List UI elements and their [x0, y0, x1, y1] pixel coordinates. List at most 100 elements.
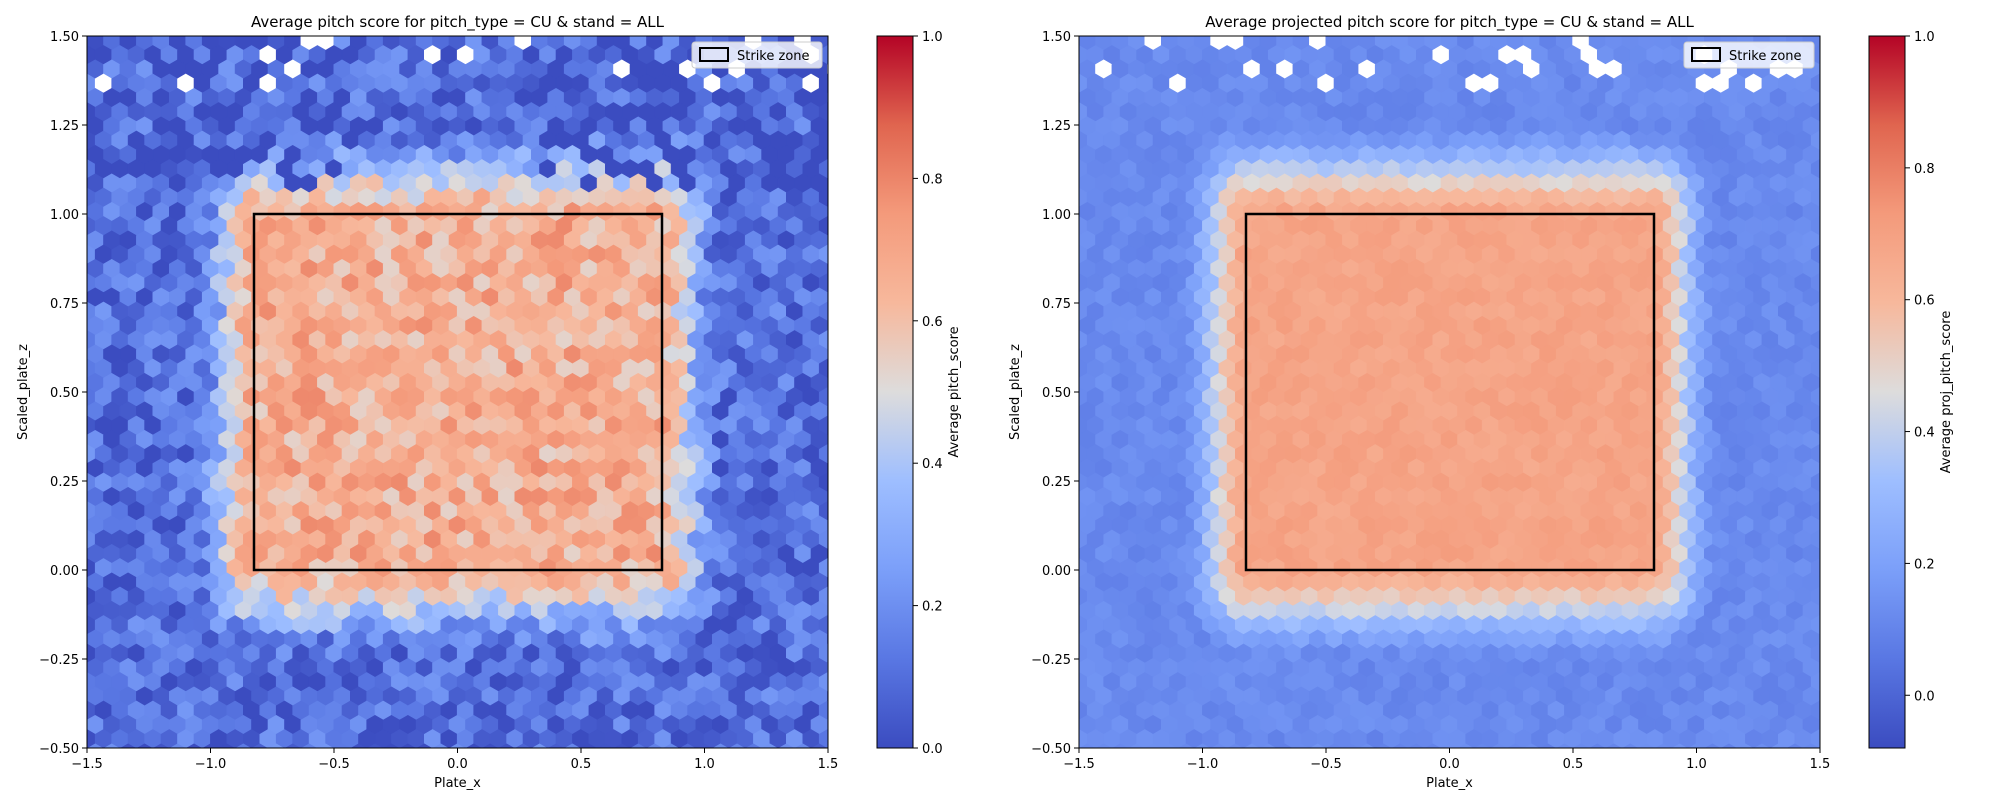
chart-title: Average pitch score for pitch_type = CU …	[251, 13, 665, 32]
hexbin-cell	[1054, 160, 1071, 179]
hexbin-cell	[712, 743, 729, 748]
hexbin-cell	[284, 743, 301, 748]
hexbin-cell	[87, 434, 88, 445]
hexbin-cell	[87, 691, 88, 702]
hexbin-cell	[827, 177, 828, 189]
hexbin-cell	[1828, 616, 1844, 635]
hexbin-cell	[1828, 245, 1844, 264]
hexbin-cell	[87, 149, 88, 160]
hexbin-cell	[1556, 743, 1573, 748]
hexbin-cell	[234, 36, 236, 37]
hexbin-cell	[87, 92, 88, 103]
hexbin-cell	[827, 491, 828, 503]
hexbin-cell	[498, 743, 515, 748]
hexbin-cell	[1079, 36, 1080, 37]
chart-right: Average projected pitch score for pitch_…	[1008, 13, 1954, 791]
hexbin-cell	[168, 36, 170, 37]
hexbin-cell	[827, 462, 828, 474]
hexbin-cell	[547, 743, 564, 748]
hexbin-cell	[827, 576, 828, 588]
hexbin-cell	[836, 445, 852, 464]
hexbin-cell	[1818, 36, 1820, 37]
hexbin-cell	[696, 743, 713, 748]
legend-label: Strike zone	[737, 49, 810, 64]
hexbin-cell	[818, 729, 828, 748]
hexbin-cell	[185, 36, 187, 37]
hexbin-cell	[1819, 491, 1820, 503]
legend: Strike zone	[691, 41, 823, 69]
y-tick-label: 0.25	[50, 475, 79, 490]
chart-title: Average projected pitch score for pitch_…	[1205, 13, 1694, 32]
y-tick-label: 1.25	[50, 119, 79, 134]
hexbin-cell	[1753, 743, 1770, 748]
hexbin-cell	[1094, 36, 1097, 37]
hexbin-cell	[87, 548, 88, 559]
hexbin-cell	[1622, 743, 1639, 748]
hexbin-cell	[1688, 743, 1705, 748]
hexbin-cell	[1819, 662, 1820, 674]
hexbin-cell	[1054, 701, 1071, 720]
hexbin-cell	[836, 17, 852, 36]
hexbin-cell	[1828, 274, 1844, 293]
hexbin-cell	[87, 520, 88, 531]
hexbin-cell	[1828, 559, 1844, 578]
y-tick-label: −0.50	[39, 742, 79, 757]
hexbin-cell	[217, 36, 220, 37]
hexbin-cell	[1819, 291, 1820, 303]
hexbin-cell	[1828, 388, 1844, 407]
hexbin-cell	[827, 120, 828, 132]
hexbin-cell	[836, 587, 852, 606]
hexbin-cell	[597, 743, 614, 748]
x-tick-label: 1.0	[694, 757, 715, 772]
hexbin-cell	[1177, 36, 1179, 37]
hexbin-cell	[836, 530, 852, 549]
colorbar-ticks: 0.00.20.40.60.81.0	[913, 30, 943, 757]
hexbin-cell	[1424, 743, 1441, 748]
hexbin-cell	[1828, 46, 1844, 65]
x-tick-label: −1.5	[71, 757, 103, 772]
hexbin-cell	[87, 634, 88, 645]
y-tick-label: 0.50	[50, 386, 79, 401]
hexbin-cell	[416, 743, 433, 748]
hexbin-cell	[169, 743, 186, 748]
hexbin-cell	[1828, 217, 1844, 236]
hexbin-cell	[1079, 178, 1080, 189]
hexbin-cell	[1358, 743, 1375, 748]
hexbin-cell	[1802, 36, 1804, 37]
hexbin-cell	[1828, 502, 1844, 521]
hexbin-cell	[836, 359, 852, 378]
hexbin-cell	[235, 743, 252, 748]
hexbin-cell	[62, 188, 79, 207]
hexbin-cell	[1079, 320, 1080, 331]
hexbin-cell	[1054, 359, 1071, 378]
hexbin-cell	[1095, 743, 1112, 748]
hexbin-cell	[1079, 634, 1080, 645]
chart-left: Average pitch score for pitch_type = CU …	[16, 13, 962, 791]
hexbin-cell	[827, 377, 828, 389]
hexbin-cell	[1819, 377, 1820, 389]
hexbin-cell	[62, 673, 79, 692]
hexbin-cell	[728, 743, 745, 748]
hexbin-cell	[836, 274, 852, 293]
hexbin-cell	[62, 530, 79, 549]
hexbin-cell	[1819, 63, 1820, 75]
hexbin-cell	[334, 743, 351, 748]
hexbin-cell	[836, 217, 852, 236]
hexbin-cell	[135, 36, 138, 37]
hexbin-cell	[103, 743, 120, 748]
hexbin-cell	[1210, 743, 1227, 748]
hexbin-cell	[760, 36, 763, 37]
hexbin-cell	[1828, 331, 1844, 350]
hexbin-cell	[827, 519, 828, 531]
hexbin-cell	[1054, 502, 1071, 521]
hexbin-cell	[836, 559, 852, 578]
hexbin-cell	[1474, 743, 1491, 748]
hexbin-cell	[1737, 743, 1754, 748]
hexbin-cell	[153, 743, 170, 748]
x-tick-label: 0.5	[571, 757, 592, 772]
hexbin-cell	[1375, 743, 1392, 748]
hexbin-cell	[827, 320, 828, 332]
hexbin-cell	[827, 234, 828, 246]
y-tick-label: 0.75	[50, 297, 79, 312]
hexbin-cell	[1819, 719, 1820, 731]
